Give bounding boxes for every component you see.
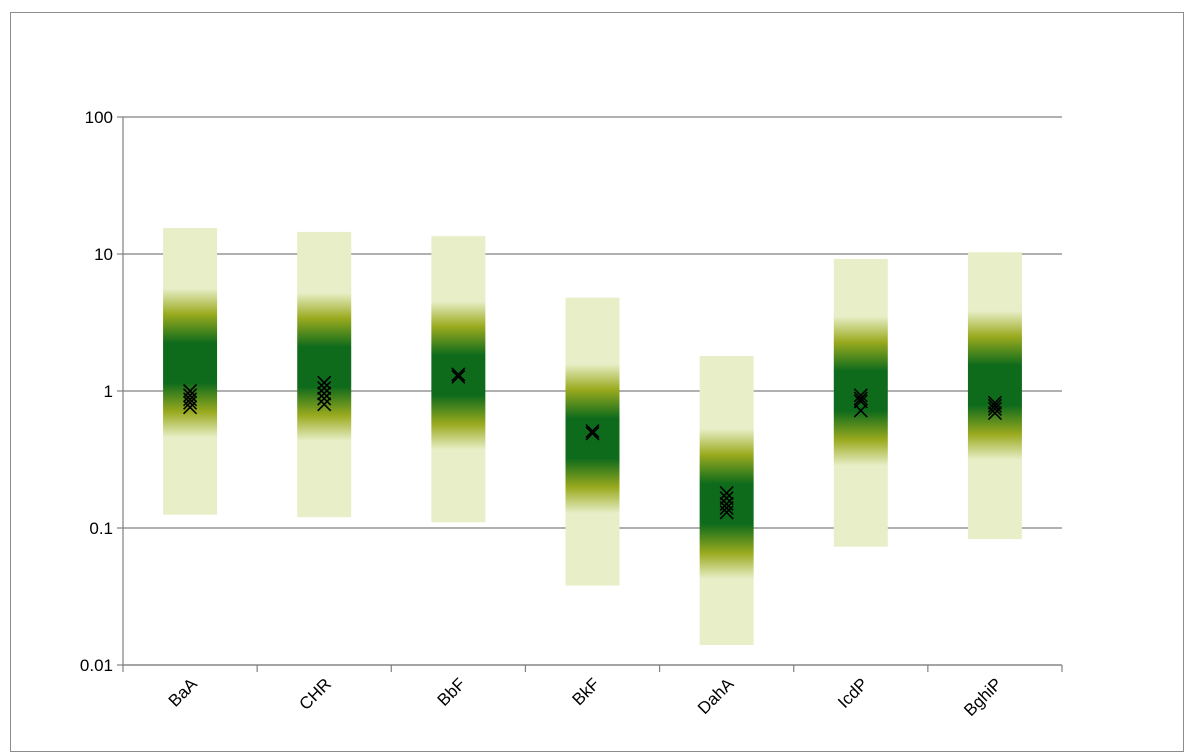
data-point-bkf — [585, 423, 600, 439]
range-band-bkf — [565, 297, 620, 586]
data-point-baa — [183, 395, 198, 410]
data-point-icdp — [853, 403, 868, 418]
data-point-bbf — [451, 369, 466, 384]
data-point-bghip — [987, 395, 1002, 410]
data-point-daha — [719, 485, 734, 501]
data-point-bghip — [987, 398, 1002, 413]
data-point-icdp — [853, 388, 868, 403]
y-tick-label: 10 — [94, 245, 113, 264]
x-tick-label: IcdP — [834, 674, 871, 711]
x-tick-label: DahA — [694, 674, 738, 718]
data-point-chr — [317, 391, 332, 406]
data-point-chr — [317, 375, 332, 390]
data-point-bkf — [585, 426, 600, 441]
y-tick-label: 0.1 — [89, 519, 113, 538]
range-band-chr — [297, 231, 352, 518]
data-point-baa — [183, 400, 198, 415]
y-tick-label: 1 — [104, 382, 113, 401]
y-tick-label: 100 — [85, 108, 113, 127]
data-point-bghip — [987, 406, 1002, 421]
x-tick-label: BaA — [165, 674, 202, 711]
x-tick-label: BkF — [569, 674, 604, 709]
data-point-bghip — [987, 401, 1002, 416]
data-point-daha — [719, 505, 734, 520]
x-tick-label: BbF — [434, 674, 469, 709]
data-point-icdp — [853, 391, 868, 406]
data-point-baa — [183, 388, 198, 403]
range-band-bghip — [967, 252, 1022, 540]
range-band-daha — [699, 356, 754, 645]
x-tick-label: BghiP — [960, 674, 1006, 720]
data-point-chr — [317, 397, 332, 412]
y-tick-label: 0.01 — [80, 656, 113, 675]
data-point-bbf — [451, 367, 466, 382]
range-band-icdp — [833, 258, 888, 547]
data-point-chr — [317, 381, 332, 396]
range-band-baa — [163, 227, 218, 515]
data-point-daha — [719, 500, 734, 516]
range-band-bbf — [431, 236, 486, 523]
data-point-chr — [317, 386, 332, 401]
x-tick-label: CHR — [296, 674, 335, 713]
